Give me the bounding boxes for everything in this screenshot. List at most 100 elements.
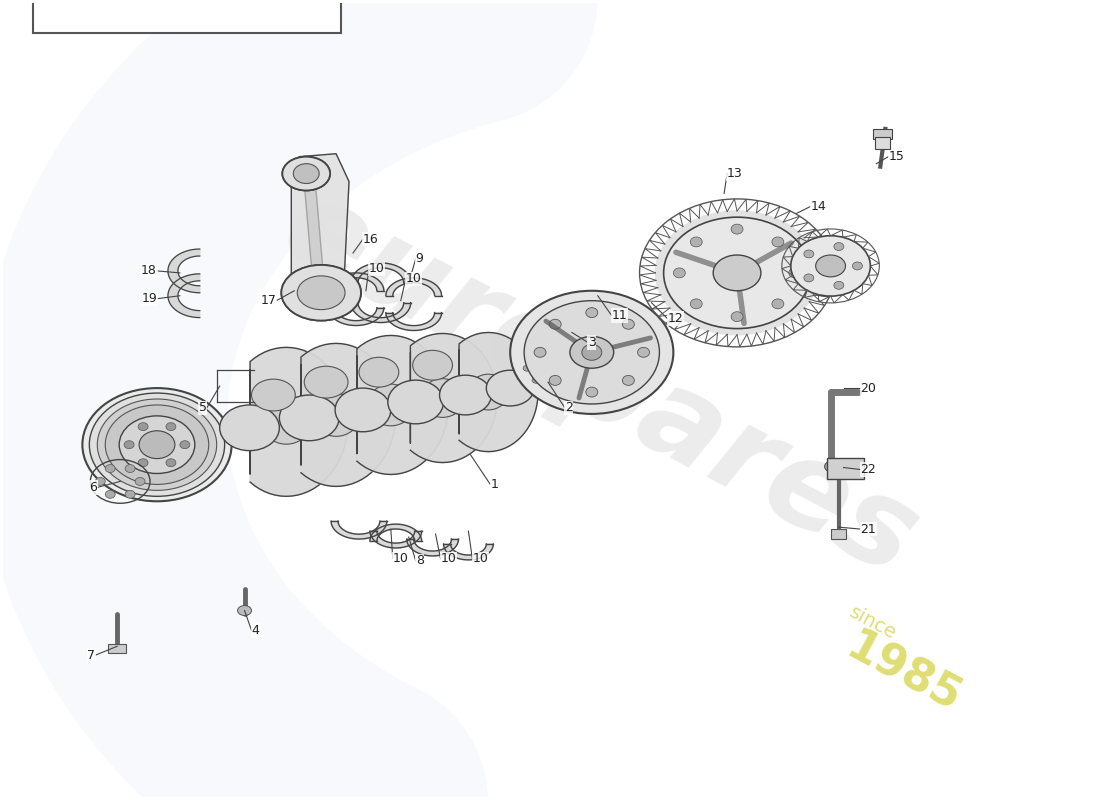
- Polygon shape: [656, 211, 818, 334]
- Ellipse shape: [791, 236, 870, 296]
- Ellipse shape: [834, 242, 844, 250]
- Ellipse shape: [732, 224, 742, 234]
- Ellipse shape: [532, 354, 540, 359]
- Ellipse shape: [524, 301, 659, 404]
- Ellipse shape: [388, 380, 443, 424]
- Text: 8: 8: [416, 554, 424, 567]
- Ellipse shape: [673, 268, 685, 278]
- Bar: [33, 0, 341, 33]
- Text: 2: 2: [565, 402, 573, 414]
- Ellipse shape: [262, 399, 311, 444]
- Text: 10: 10: [368, 262, 385, 275]
- Ellipse shape: [282, 265, 361, 321]
- Bar: [826, 458, 865, 479]
- Ellipse shape: [294, 164, 319, 183]
- Ellipse shape: [125, 465, 135, 473]
- Text: 10: 10: [441, 552, 456, 566]
- Text: since: since: [847, 603, 900, 644]
- Ellipse shape: [89, 393, 224, 496]
- Ellipse shape: [220, 405, 279, 450]
- Ellipse shape: [532, 378, 540, 383]
- Ellipse shape: [124, 441, 134, 449]
- Ellipse shape: [106, 465, 116, 473]
- Text: 13: 13: [727, 167, 742, 180]
- Text: 1985: 1985: [838, 625, 968, 721]
- Ellipse shape: [586, 387, 597, 397]
- Ellipse shape: [535, 347, 546, 358]
- Ellipse shape: [282, 265, 361, 321]
- Ellipse shape: [582, 344, 602, 360]
- Ellipse shape: [623, 319, 635, 330]
- Text: 3: 3: [587, 336, 596, 349]
- Ellipse shape: [691, 299, 702, 309]
- Ellipse shape: [180, 441, 190, 449]
- Ellipse shape: [517, 347, 573, 389]
- Polygon shape: [386, 313, 441, 330]
- Ellipse shape: [252, 379, 295, 411]
- Ellipse shape: [420, 378, 464, 418]
- Ellipse shape: [825, 462, 836, 471]
- Text: 21: 21: [860, 522, 877, 535]
- Ellipse shape: [312, 394, 360, 436]
- Polygon shape: [443, 544, 493, 560]
- Ellipse shape: [713, 255, 761, 290]
- Text: 7: 7: [87, 649, 96, 662]
- Ellipse shape: [691, 237, 702, 247]
- Ellipse shape: [106, 490, 116, 498]
- Ellipse shape: [732, 312, 742, 322]
- Text: 17: 17: [261, 294, 276, 307]
- Ellipse shape: [550, 378, 558, 383]
- Ellipse shape: [297, 276, 345, 310]
- Bar: [876, 137, 890, 149]
- Ellipse shape: [804, 250, 814, 258]
- Text: 18: 18: [141, 265, 157, 278]
- Polygon shape: [292, 154, 349, 302]
- Ellipse shape: [440, 375, 492, 415]
- Text: 10: 10: [393, 552, 409, 566]
- Text: 11: 11: [612, 309, 627, 322]
- Polygon shape: [328, 273, 384, 290]
- Ellipse shape: [139, 422, 148, 430]
- Ellipse shape: [367, 384, 414, 426]
- Text: 5: 5: [199, 402, 207, 414]
- Text: 1: 1: [491, 478, 498, 491]
- Polygon shape: [250, 347, 348, 496]
- Ellipse shape: [804, 274, 814, 282]
- Ellipse shape: [166, 422, 176, 430]
- Ellipse shape: [510, 290, 673, 414]
- Ellipse shape: [623, 375, 635, 386]
- Ellipse shape: [336, 388, 390, 432]
- Text: europares: europares: [263, 169, 936, 601]
- Polygon shape: [370, 524, 421, 541]
- Ellipse shape: [135, 478, 145, 486]
- Ellipse shape: [586, 308, 597, 318]
- Polygon shape: [370, 531, 421, 548]
- Text: 4: 4: [252, 624, 260, 637]
- Ellipse shape: [359, 358, 399, 387]
- Ellipse shape: [125, 490, 135, 498]
- Ellipse shape: [238, 606, 252, 615]
- Ellipse shape: [166, 458, 176, 466]
- Text: 10: 10: [472, 552, 488, 566]
- Ellipse shape: [139, 430, 175, 458]
- Polygon shape: [168, 274, 200, 318]
- Bar: [830, 529, 847, 539]
- Text: 15: 15: [889, 150, 904, 163]
- Ellipse shape: [570, 337, 614, 368]
- Text: 6: 6: [89, 481, 97, 494]
- Ellipse shape: [486, 370, 535, 406]
- Ellipse shape: [549, 319, 561, 330]
- Ellipse shape: [97, 399, 217, 490]
- Ellipse shape: [469, 374, 508, 410]
- Polygon shape: [459, 333, 538, 452]
- Bar: [290, 297, 308, 305]
- Ellipse shape: [96, 478, 106, 486]
- Text: 20: 20: [860, 382, 877, 394]
- Ellipse shape: [559, 366, 566, 371]
- Polygon shape: [331, 521, 387, 539]
- Polygon shape: [351, 263, 410, 283]
- Ellipse shape: [294, 164, 319, 183]
- Polygon shape: [410, 334, 497, 462]
- Ellipse shape: [119, 416, 195, 474]
- Polygon shape: [328, 308, 384, 326]
